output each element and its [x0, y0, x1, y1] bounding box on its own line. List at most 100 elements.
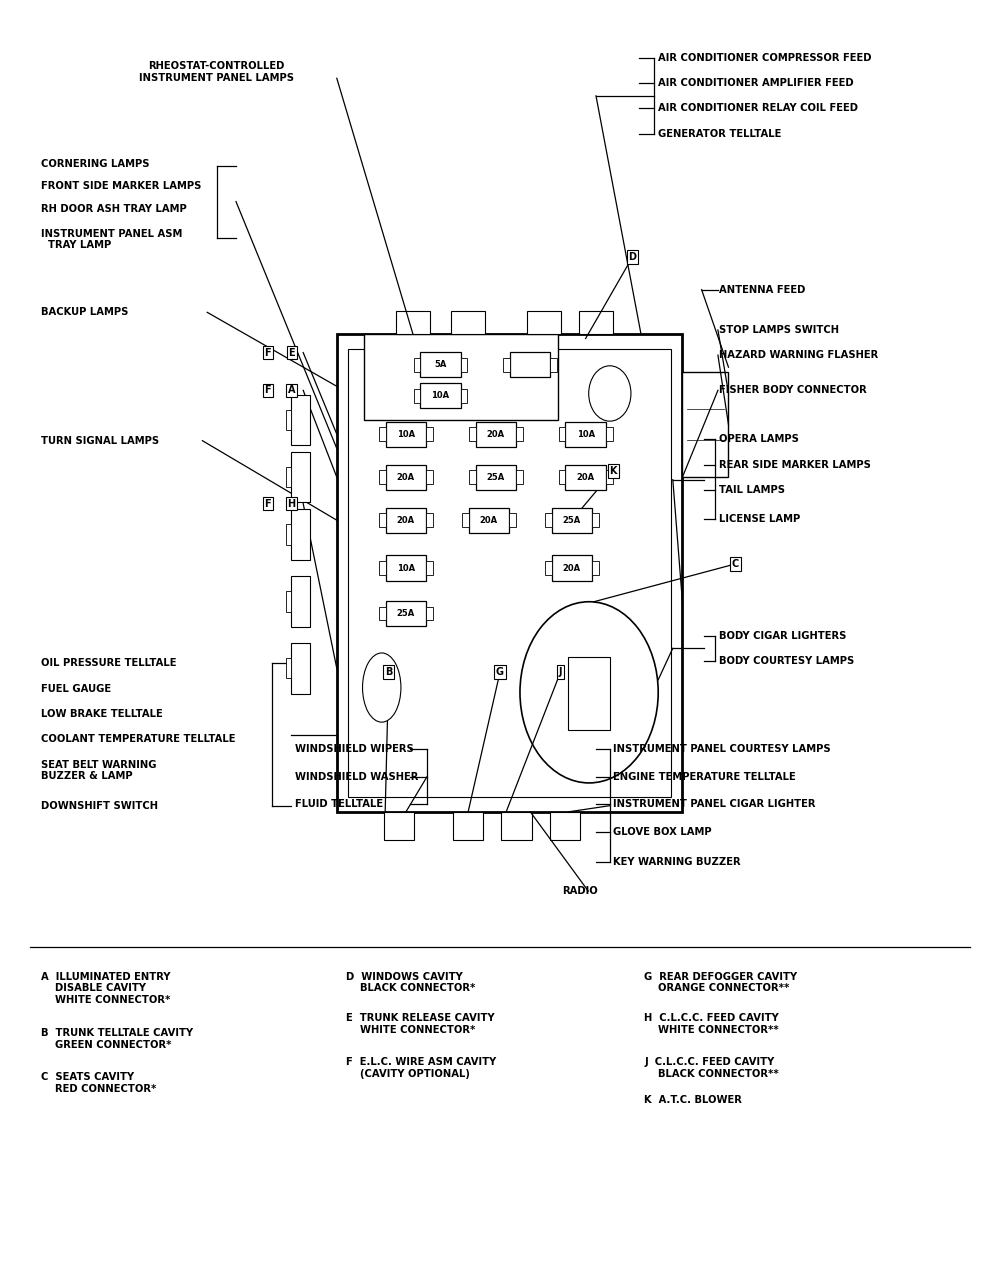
Text: BODY COURTESY LAMPS: BODY COURTESY LAMPS [719, 656, 854, 666]
Bar [682, 372, 728, 478]
Text: F: F [264, 385, 271, 395]
Bar [291, 510, 310, 560]
Text: INSTRUMENT PANEL COURTESY LAMPS: INSTRUMENT PANEL COURTESY LAMPS [613, 743, 831, 754]
Bar [286, 467, 291, 487]
Text: TURN SIGNAL LAMPS: TURN SIGNAL LAMPS [41, 435, 159, 446]
Bar [286, 410, 291, 430]
Bar [501, 811, 532, 840]
Text: AIR CONDITIONER RELAY COIL FEED: AIR CONDITIONER RELAY COIL FEED [658, 104, 858, 113]
Text: RH DOOR ASH TRAY LAMP: RH DOOR ASH TRAY LAMP [41, 204, 187, 214]
Text: REAR SIDE MARKER LAMPS: REAR SIDE MARKER LAMPS [719, 460, 871, 470]
Bar [291, 643, 310, 693]
Text: 25A: 25A [563, 516, 581, 525]
Bar [286, 659, 291, 678]
Bar [291, 394, 310, 446]
Bar [545, 561, 552, 575]
Bar [509, 514, 516, 528]
Text: AIR CONDITIONER COMPRESSOR FEED: AIR CONDITIONER COMPRESSOR FEED [658, 53, 872, 63]
Text: 10A: 10A [397, 564, 415, 573]
Text: LICENSE LAMP: LICENSE LAMP [719, 514, 800, 524]
Text: 10A: 10A [397, 430, 415, 439]
Text: DOWNSHIFT SWITCH: DOWNSHIFT SWITCH [41, 801, 158, 810]
Text: H  C.L.C.C. FEED CAVITY
    WHITE CONNECTOR**: H C.L.C.C. FEED CAVITY WHITE CONNECTOR** [644, 1013, 779, 1035]
Bar [606, 428, 613, 440]
Text: F: F [264, 498, 271, 508]
Text: CORNERING LAMPS: CORNERING LAMPS [41, 159, 150, 168]
Bar [386, 507, 426, 533]
Bar [568, 657, 610, 731]
Bar [565, 465, 606, 489]
Bar [527, 311, 561, 334]
Text: WINDSHIELD WASHER: WINDSHIELD WASHER [295, 772, 418, 782]
Bar [469, 428, 476, 440]
Text: A: A [288, 385, 295, 395]
Text: D: D [628, 252, 636, 262]
Bar [426, 606, 433, 620]
Text: OPERA LAMPS: OPERA LAMPS [719, 434, 799, 444]
Text: G  REAR DEFOGGER CAVITY
    ORANGE CONNECTOR**: G REAR DEFOGGER CAVITY ORANGE CONNECTOR*… [644, 972, 797, 994]
Bar [379, 606, 386, 620]
Bar [379, 470, 386, 484]
Text: 25A: 25A [397, 609, 415, 618]
Text: FISHER BODY CONNECTOR: FISHER BODY CONNECTOR [719, 385, 867, 395]
Text: K  A.T.C. BLOWER: K A.T.C. BLOWER [644, 1095, 742, 1106]
Text: 25A: 25A [487, 473, 505, 482]
Bar [592, 561, 599, 575]
Bar [364, 334, 558, 420]
Text: INSTRUMENT PANEL ASM
  TRAY LAMP: INSTRUMENT PANEL ASM TRAY LAMP [41, 229, 182, 250]
Bar [426, 470, 433, 484]
Bar [384, 811, 414, 840]
Bar [559, 428, 565, 440]
Bar [552, 556, 592, 580]
Text: F: F [264, 348, 271, 357]
Bar [579, 311, 613, 334]
Text: K: K [610, 466, 617, 476]
Bar [469, 470, 476, 484]
Bar [286, 592, 291, 611]
Text: 20A: 20A [563, 564, 581, 573]
Text: H: H [288, 498, 296, 508]
Text: B  TRUNK TELLTALE CAVITY
    GREEN CONNECTOR*: B TRUNK TELLTALE CAVITY GREEN CONNECTOR* [41, 1028, 193, 1050]
Text: F  E.L.C. WIRE ASM CAVITY
    (CAVITY OPTIONAL): F E.L.C. WIRE ASM CAVITY (CAVITY OPTIONA… [346, 1057, 497, 1079]
Text: J  C.L.C.C. FEED CAVITY
    BLACK CONNECTOR**: J C.L.C.C. FEED CAVITY BLACK CONNECTOR** [644, 1057, 779, 1079]
Text: 20A: 20A [487, 430, 505, 439]
Text: BODY CIGAR LIGHTERS: BODY CIGAR LIGHTERS [719, 630, 846, 641]
Bar [348, 349, 671, 797]
Text: BACKUP LAMPS: BACKUP LAMPS [41, 307, 128, 317]
Circle shape [589, 366, 631, 421]
Text: C: C [732, 559, 739, 569]
Bar [545, 514, 552, 528]
Bar [503, 358, 510, 371]
Text: B: B [385, 668, 392, 677]
Bar [426, 561, 433, 575]
Bar [414, 389, 420, 403]
Text: 10A: 10A [431, 392, 450, 401]
Bar [462, 514, 469, 528]
Text: E  TRUNK RELEASE CAVITY
    WHITE CONNECTOR*: E TRUNK RELEASE CAVITY WHITE CONNECTOR* [346, 1013, 495, 1035]
Bar [453, 811, 483, 840]
Text: HAZARD WARNING FLASHER: HAZARD WARNING FLASHER [719, 351, 878, 360]
Bar [396, 311, 430, 334]
Text: 10A: 10A [577, 430, 595, 439]
Bar [386, 556, 426, 580]
Text: J: J [559, 668, 562, 677]
Text: 5A: 5A [434, 361, 447, 370]
Bar [592, 514, 599, 528]
Bar [379, 561, 386, 575]
Bar [337, 334, 682, 811]
Bar [510, 352, 550, 377]
Bar [451, 311, 485, 334]
Bar [386, 465, 426, 489]
Text: TAIL LAMPS: TAIL LAMPS [719, 485, 785, 494]
Text: FRONT SIDE MARKER LAMPS: FRONT SIDE MARKER LAMPS [41, 181, 201, 191]
Text: E: E [288, 348, 295, 357]
Text: C  SEATS CAVITY
    RED CONNECTOR*: C SEATS CAVITY RED CONNECTOR* [41, 1072, 156, 1094]
Ellipse shape [363, 654, 401, 722]
Bar [386, 601, 426, 627]
Bar [461, 389, 467, 403]
Text: INSTRUMENT PANEL CIGAR LIGHTER: INSTRUMENT PANEL CIGAR LIGHTER [613, 800, 816, 809]
Text: COOLANT TEMPERATURE TELLTALE: COOLANT TEMPERATURE TELLTALE [41, 734, 236, 743]
Text: 20A: 20A [397, 516, 415, 525]
Text: FUEL GAUGE: FUEL GAUGE [41, 683, 111, 693]
Circle shape [520, 602, 658, 783]
